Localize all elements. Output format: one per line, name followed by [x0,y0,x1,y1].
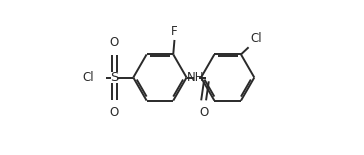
Text: F: F [171,25,178,38]
Text: O: O [199,106,208,119]
Text: S: S [110,71,118,84]
Text: Cl: Cl [82,71,94,84]
Text: Cl: Cl [250,32,262,45]
Text: NH: NH [187,71,205,84]
Text: O: O [110,36,119,49]
Text: O: O [110,106,119,119]
